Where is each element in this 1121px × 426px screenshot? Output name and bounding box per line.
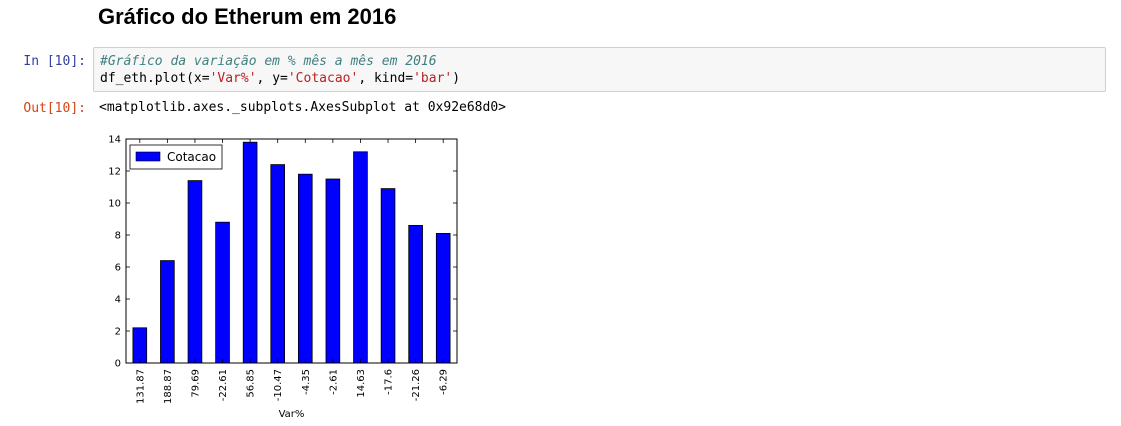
bar: [160, 260, 175, 364]
y-tick-label: 14: [108, 135, 121, 146]
x-tick-label: 131.87: [135, 369, 146, 404]
x-tick-label: -10.47: [273, 369, 284, 401]
section-heading: Gráfico do Etherum em 2016: [98, 4, 397, 29]
bar: [270, 164, 286, 364]
bar: [132, 327, 148, 364]
bar: [353, 151, 368, 364]
code-token: , kind=: [358, 71, 414, 86]
y-tick-label: 12: [108, 167, 121, 178]
x-tick-label: -21.26: [411, 369, 422, 401]
y-tick-label: 10: [108, 199, 121, 210]
x-tick-label: -17.6: [384, 369, 395, 395]
plot-frame: [125, 138, 458, 364]
x-tick-label: 56.85: [246, 369, 257, 398]
bar: [242, 141, 258, 364]
bar: [408, 225, 423, 364]
code-token: ): [452, 71, 461, 86]
code-statement: df_eth.plot(x='Var%', y='Cotacao', kind=…: [100, 71, 460, 86]
output-prompt: Out[10]:: [23, 101, 86, 116]
code-comment: #Gráfico da variação em % mês a mês em 2…: [100, 54, 437, 69]
code-string: 'bar': [413, 71, 453, 86]
x-tick-label: 188.87: [163, 369, 174, 404]
x-tick-label: -2.61: [328, 369, 339, 395]
x-axis-label: Var%: [279, 409, 305, 420]
bar-chart: 131.87 188.87 79.69 -22.61 56.85 -10.47 -4.35 -…: [108, 135, 458, 420]
y-tick-label: 6: [115, 263, 121, 274]
output-repr: <matplotlib.axes._subplots.AxesSubplot a…: [99, 100, 506, 115]
legend-label: Cotacao: [167, 150, 216, 164]
code-token: df_eth.plot(x=: [100, 71, 210, 86]
bar: [215, 221, 230, 364]
y-tick-label: 2: [115, 327, 121, 338]
plot-area: [126, 139, 457, 363]
input-prompt: In [10]:: [23, 54, 86, 69]
y-tick-label: 4: [115, 295, 121, 306]
x-tick-label: -4.35: [301, 369, 312, 395]
code-string: 'Var%': [209, 71, 257, 86]
bar: [380, 188, 396, 364]
bar: [325, 178, 341, 364]
x-tick-label: 79.69: [190, 369, 201, 398]
code-cell-input[interactable]: #Gráfico da variação em % mês a mês em 2…: [93, 47, 1106, 92]
bar: [187, 180, 203, 364]
y-tick-label: 0: [115, 359, 121, 370]
x-tick-label: 14.63: [356, 369, 367, 398]
bar: [297, 173, 313, 364]
x-tick-label: -22.61: [218, 369, 229, 401]
legend-swatch: [135, 151, 161, 162]
code-string: 'Cotacao': [287, 71, 359, 86]
code-token: , y=: [256, 71, 288, 86]
y-tick-label: 8: [115, 231, 121, 242]
bar: [435, 233, 451, 364]
x-tick-label: -6.29: [439, 369, 450, 395]
